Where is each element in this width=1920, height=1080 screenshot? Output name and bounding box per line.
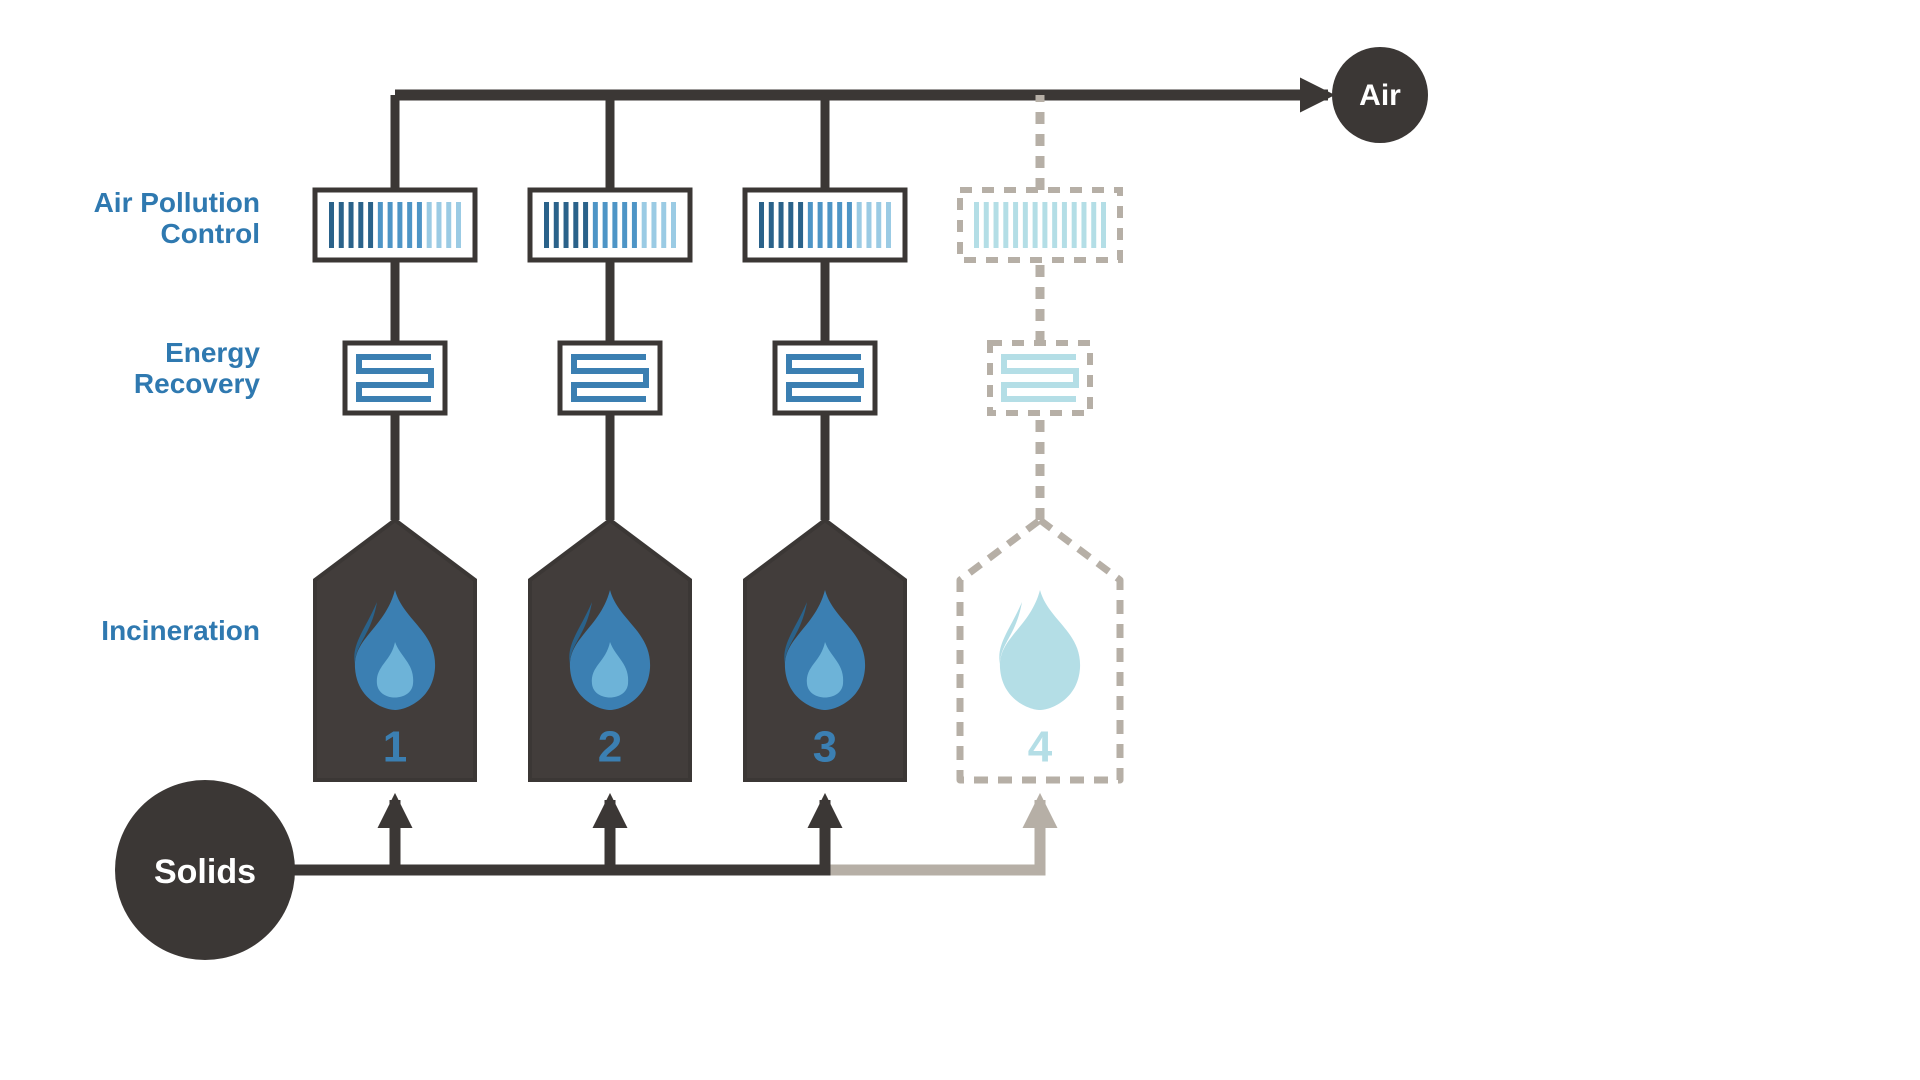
label-apc: Air PollutionControl [94, 187, 260, 249]
apc-bar [1003, 202, 1008, 248]
furnace-number-2: 2 [598, 723, 622, 772]
apc-bar [544, 202, 549, 248]
label-energy: EnergyRecovery [134, 337, 261, 399]
apc-bar [798, 202, 803, 248]
apc-bar [622, 202, 627, 248]
apc-bar [554, 202, 559, 248]
apc-bar [573, 202, 578, 248]
apc-bar [1072, 202, 1077, 248]
apc-bar [358, 202, 363, 248]
apc-bar [612, 202, 617, 248]
apc-bar [759, 202, 764, 248]
apc-bar [407, 202, 412, 248]
apc-bar [456, 202, 461, 248]
label-incineration: Incineration [101, 615, 260, 646]
apc-bar [642, 202, 647, 248]
apc-bar [368, 202, 373, 248]
apc-bar [583, 202, 588, 248]
apc-bar [788, 202, 793, 248]
apc-bar [847, 202, 852, 248]
apc-bar [661, 202, 666, 248]
apc-bar [827, 202, 832, 248]
furnace-number-1: 1 [383, 723, 407, 772]
apc-bar [857, 202, 862, 248]
apc-bar [1091, 202, 1096, 248]
furnace-number-4: 4 [1028, 723, 1053, 772]
apc-bar [1033, 202, 1038, 248]
apc-bar [866, 202, 871, 248]
apc-bar [427, 202, 432, 248]
apc-bar [876, 202, 881, 248]
apc-bar [994, 202, 999, 248]
apc-bar [339, 202, 344, 248]
apc-bar [388, 202, 393, 248]
apc-bar [1101, 202, 1106, 248]
apc-bar [564, 202, 569, 248]
apc-bar [1042, 202, 1047, 248]
apc-bar [1023, 202, 1028, 248]
apc-bar [603, 202, 608, 248]
apc-bar [1013, 202, 1018, 248]
apc-bar [818, 202, 823, 248]
incineration-diagram: Air 1 2 3 4 Solids Air PollutionControl EnergyR… [0, 0, 1920, 1080]
apc-bar [651, 202, 656, 248]
solids-label: Solids [154, 853, 256, 891]
apc-bar [779, 202, 784, 248]
apc-bar [593, 202, 598, 248]
apc-bar [886, 202, 891, 248]
apc-bar [837, 202, 842, 248]
apc-bar [397, 202, 402, 248]
apc-bar [769, 202, 774, 248]
apc-bar [671, 202, 676, 248]
apc-bar [378, 202, 383, 248]
apc-bar [436, 202, 441, 248]
furnace-number-3: 3 [813, 723, 837, 772]
apc-bar [1081, 202, 1086, 248]
apc-bar [974, 202, 979, 248]
apc-bar [984, 202, 989, 248]
air-label: Air [1359, 79, 1401, 112]
apc-bar [417, 202, 422, 248]
apc-bar [329, 202, 334, 248]
apc-bar [1052, 202, 1057, 248]
apc-bar [349, 202, 354, 248]
apc-bar [1062, 202, 1067, 248]
apc-bar [632, 202, 637, 248]
apc-bar [808, 202, 813, 248]
apc-bar [446, 202, 451, 248]
